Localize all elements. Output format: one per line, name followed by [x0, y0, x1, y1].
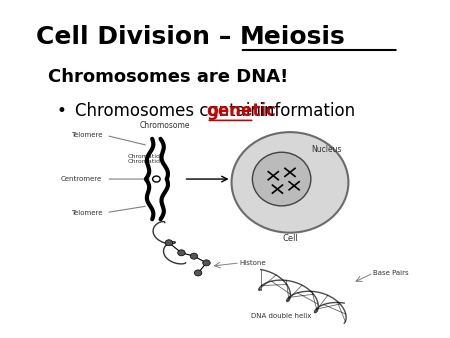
Text: Chromosome: Chromosome: [140, 121, 190, 130]
Text: Chromatid
Chromatid: Chromatid Chromatid: [127, 153, 160, 164]
Text: Centromere: Centromere: [61, 176, 102, 182]
Text: Cell: Cell: [282, 234, 298, 243]
Text: Telomere: Telomere: [71, 210, 102, 216]
Text: information: information: [255, 102, 356, 120]
Text: DNA double helix: DNA double helix: [252, 313, 312, 319]
Text: Histone: Histone: [240, 260, 266, 266]
Ellipse shape: [165, 240, 173, 246]
Ellipse shape: [202, 260, 210, 266]
Text: Telomere: Telomere: [71, 132, 102, 139]
Ellipse shape: [153, 176, 160, 182]
Text: Meiosis: Meiosis: [240, 25, 346, 49]
Ellipse shape: [252, 152, 311, 206]
Text: •: •: [56, 102, 66, 120]
Text: Chromosomes contain: Chromosomes contain: [75, 102, 266, 120]
Ellipse shape: [190, 253, 198, 259]
Ellipse shape: [232, 132, 348, 233]
Text: Cell Division –: Cell Division –: [36, 25, 240, 49]
Text: Nucleus: Nucleus: [311, 145, 342, 154]
Text: Chromosomes are DNA!: Chromosomes are DNA!: [48, 68, 288, 87]
Text: genetic: genetic: [207, 102, 276, 120]
Ellipse shape: [194, 270, 202, 276]
Text: Base Pairs: Base Pairs: [374, 270, 409, 276]
Ellipse shape: [178, 250, 185, 256]
